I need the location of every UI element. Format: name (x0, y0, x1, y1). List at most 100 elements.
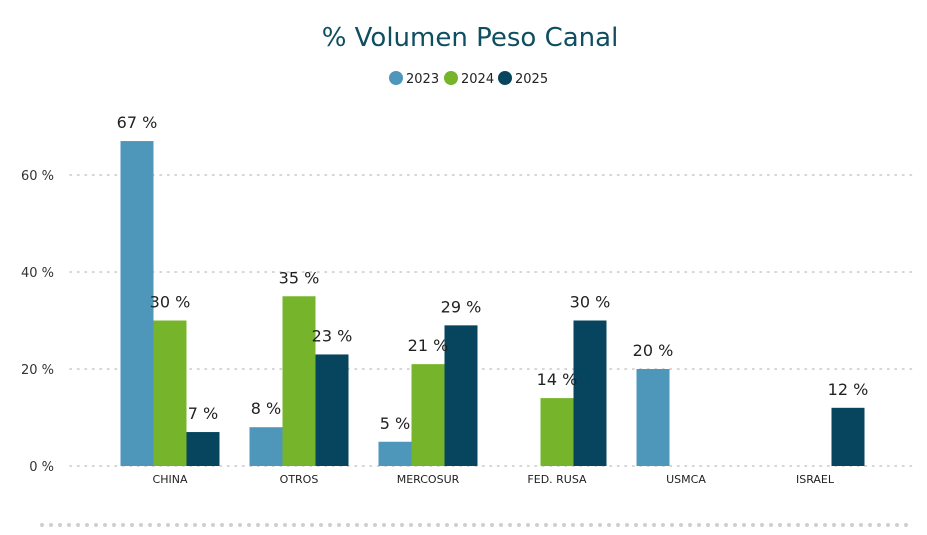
scrollbar-dot (823, 523, 827, 527)
scrollbar-dot (463, 523, 467, 527)
bar-mercosur-2025[interactable] (444, 325, 478, 466)
scrollbar-dot (382, 523, 386, 527)
bar-israel-2025[interactable] (831, 407, 865, 466)
scrollbar-dot (121, 523, 125, 527)
scrollbar-dot (472, 523, 476, 527)
data-label: 67 % (117, 113, 158, 132)
legend-item-2025[interactable]: 2025 (498, 71, 548, 87)
scrollbar-dot (733, 523, 737, 527)
scrollbar-dot (139, 523, 143, 527)
scrollbar-dot (868, 523, 872, 527)
scrollbar-dot (553, 523, 557, 527)
x-axis: CHINA OTROS MERCOSUR FED. RUSA USMCA ISRAEL (153, 473, 835, 486)
scrollbar-dot (103, 523, 107, 527)
scrollbar-dot (634, 523, 638, 527)
scrollbar-dot (850, 523, 854, 527)
scrollbar-dot (796, 523, 800, 527)
scrollbar-dot (751, 523, 755, 527)
scrollbar-dot (697, 523, 701, 527)
scrollbar-dot (58, 523, 62, 527)
scrollbar-dot (436, 523, 440, 527)
legend-item-2024[interactable]: 2024 (444, 71, 494, 87)
legend: 2023 2024 2025 (389, 71, 548, 87)
scrollbar-dot (769, 523, 773, 527)
data-label: 7 % (188, 404, 218, 423)
y-tick-label: 20 % (21, 363, 54, 378)
bar-china-2024[interactable] (153, 320, 187, 467)
scrollbar-dot (490, 523, 494, 527)
bar-china-2023[interactable] (120, 141, 154, 467)
scrollbar-dot (481, 523, 485, 527)
scrollbar-dot (589, 523, 593, 527)
scrollbar-dot (265, 523, 269, 527)
data-label: 35 % (279, 268, 320, 287)
scrollbar-dot (571, 523, 575, 527)
y-axis: 0 % 20 % 40 % 60 % (21, 169, 54, 475)
scrollbar-dot (76, 523, 80, 527)
legend-marker-2023 (389, 71, 403, 85)
scrollbar-dot (715, 523, 719, 527)
scrollbar-dot (535, 523, 539, 527)
scrollbar-dot (670, 523, 674, 527)
scrollbar-dot (517, 523, 521, 527)
scrollbar-dot (841, 523, 845, 527)
scrollbar-dot (112, 523, 116, 527)
legend-label-2023: 2023 (406, 72, 439, 87)
y-tick-label: 60 % (21, 169, 54, 184)
scrollbar-dot (337, 523, 341, 527)
scrollbar-dot (886, 523, 890, 527)
scrollbar-dot (220, 523, 224, 527)
scrollbar-dot (760, 523, 764, 527)
x-tick-label: MERCOSUR (397, 473, 460, 486)
scrollbar-dot (679, 523, 683, 527)
horizontal-scrollbar[interactable] (40, 523, 908, 527)
scrollbar-dot (544, 523, 548, 527)
scrollbar-dot (211, 523, 215, 527)
bar-mercosur-2024[interactable] (411, 364, 445, 466)
scrollbar-dot (346, 523, 350, 527)
scrollbar-dot (688, 523, 692, 527)
scrollbar-dot (301, 523, 305, 527)
bar-otros-2024[interactable] (282, 296, 316, 466)
legend-marker-2024 (444, 71, 458, 85)
bar-fed-rusa-2025[interactable] (573, 320, 607, 467)
bar-usmca-2023[interactable] (636, 369, 670, 466)
bar-china-2025[interactable] (186, 432, 220, 466)
legend-item-2023[interactable]: 2023 (389, 71, 439, 87)
scrollbar-dot (832, 523, 836, 527)
bar-mercosur-2023[interactable] (378, 441, 412, 466)
bar-otros-2025[interactable] (315, 354, 349, 466)
legend-marker-2025 (498, 71, 512, 85)
scrollbar-dot (562, 523, 566, 527)
bar-fed-rusa-2024[interactable] (540, 398, 574, 466)
scrollbar-dot (643, 523, 647, 527)
scrollbar-dot (526, 523, 530, 527)
scrollbar-dot (229, 523, 233, 527)
scrollbar-dot (706, 523, 710, 527)
data-label: 30 % (150, 293, 191, 312)
scrollbar-dot (454, 523, 458, 527)
scrollbar-dot (184, 523, 188, 527)
scrollbar-dot (328, 523, 332, 527)
bar-otros-2023[interactable] (249, 427, 283, 466)
data-label: 20 % (633, 341, 674, 360)
y-tick-label: 40 % (21, 266, 54, 281)
scrollbar-dot (175, 523, 179, 527)
scrollbar-dot (319, 523, 323, 527)
scrollbar-dot (895, 523, 899, 527)
scrollbar-dot (445, 523, 449, 527)
scrollbar-dot (616, 523, 620, 527)
data-labels: 67 % 30 % 7 % 8 % 35 % 23 % 5 % 21 % 29 % 14 % 30 … (117, 113, 869, 433)
scrollbar-dot (427, 523, 431, 527)
scrollbar-dot (499, 523, 503, 527)
scrollbar-dot (67, 523, 71, 527)
scrollbar-dot (607, 523, 611, 527)
scrollbar-dot (85, 523, 89, 527)
scrollbar-dot (373, 523, 377, 527)
data-label: 29 % (441, 297, 482, 316)
scrollbar-dot (724, 523, 728, 527)
scrollbar-dot (238, 523, 242, 527)
scrollbar-dot (202, 523, 206, 527)
scrollbar-dot (805, 523, 809, 527)
